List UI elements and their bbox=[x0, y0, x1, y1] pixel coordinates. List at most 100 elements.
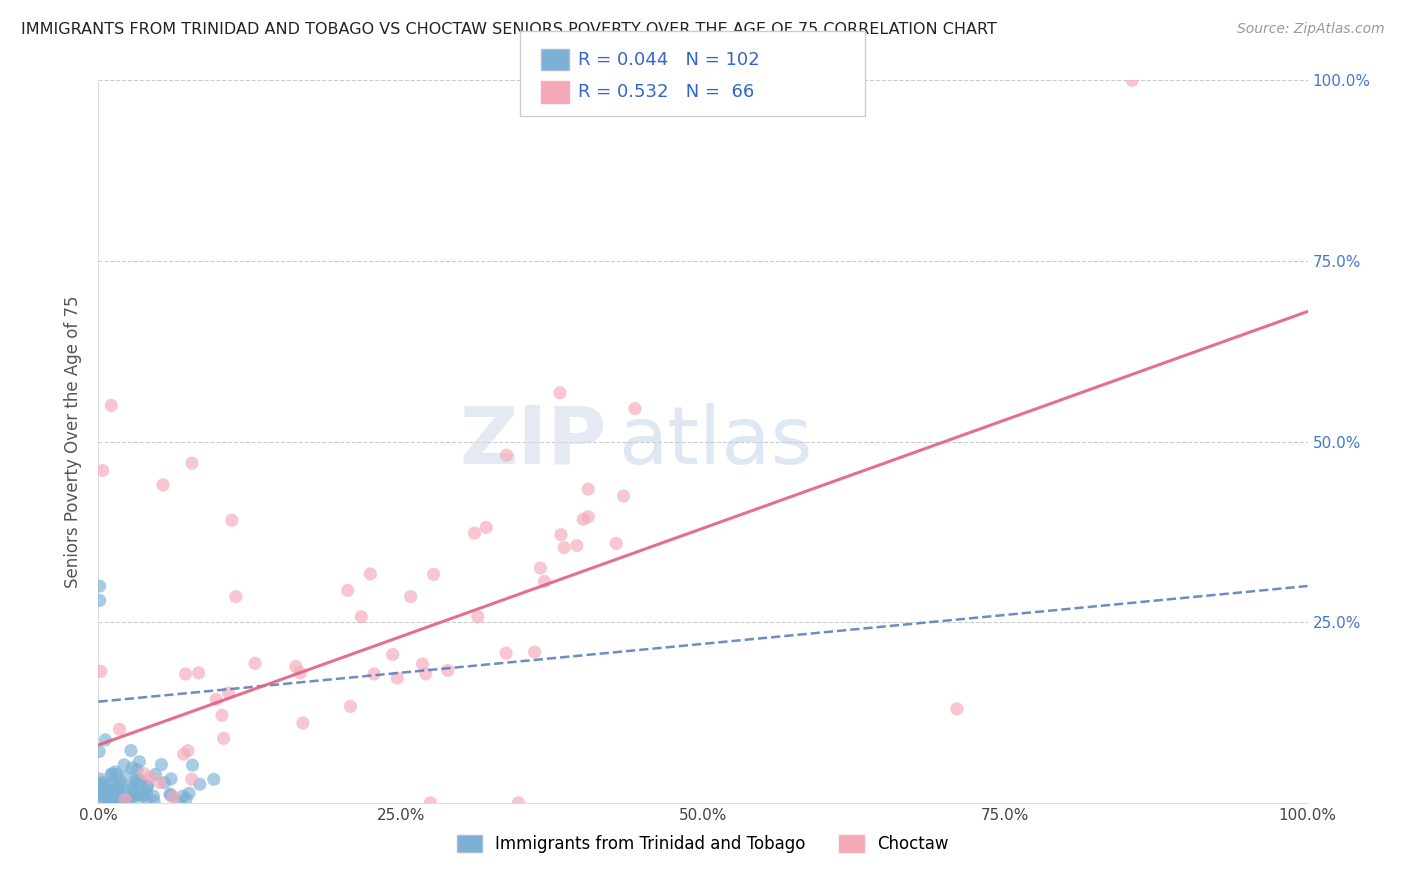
Point bbox=[91, 780, 114, 794]
Point bbox=[174, 791, 197, 805]
Point bbox=[153, 775, 176, 789]
Point bbox=[143, 794, 166, 808]
Point bbox=[495, 448, 517, 462]
Point bbox=[290, 665, 312, 680]
Point bbox=[91, 781, 114, 796]
Point bbox=[89, 787, 111, 801]
Point bbox=[128, 773, 150, 788]
Point bbox=[508, 796, 530, 810]
Point bbox=[172, 789, 194, 804]
Point bbox=[94, 732, 117, 747]
Point bbox=[104, 789, 127, 804]
Point bbox=[98, 790, 121, 805]
Text: R = 0.044   N = 102: R = 0.044 N = 102 bbox=[578, 51, 759, 69]
Point bbox=[104, 764, 127, 779]
Point bbox=[89, 579, 111, 593]
Point bbox=[105, 786, 128, 800]
Point bbox=[108, 781, 131, 796]
Point bbox=[105, 768, 128, 782]
Point bbox=[177, 744, 200, 758]
Point bbox=[169, 796, 191, 810]
Point bbox=[363, 666, 385, 681]
Point bbox=[173, 747, 195, 761]
Point bbox=[211, 708, 233, 723]
Point bbox=[107, 783, 129, 797]
Point bbox=[104, 787, 127, 801]
Point bbox=[152, 478, 174, 492]
Point bbox=[98, 789, 121, 803]
Point bbox=[463, 526, 485, 541]
Point bbox=[212, 731, 235, 746]
Point bbox=[437, 664, 460, 678]
Point bbox=[284, 659, 307, 673]
Point bbox=[339, 699, 361, 714]
Point bbox=[467, 610, 489, 624]
Point bbox=[121, 761, 143, 775]
Point bbox=[98, 794, 121, 808]
Point bbox=[118, 790, 141, 805]
Point bbox=[162, 789, 184, 804]
Point bbox=[613, 489, 636, 503]
Point bbox=[100, 767, 122, 781]
Point bbox=[125, 763, 148, 777]
Point bbox=[605, 536, 627, 550]
Point bbox=[101, 767, 124, 781]
Point bbox=[218, 686, 240, 700]
Point bbox=[111, 792, 134, 806]
Point bbox=[946, 702, 969, 716]
Point bbox=[120, 785, 142, 799]
Y-axis label: Seniors Poverty Over the Age of 75: Seniors Poverty Over the Age of 75 bbox=[65, 295, 83, 588]
Point bbox=[98, 791, 121, 805]
Point bbox=[548, 385, 571, 400]
Point bbox=[107, 779, 129, 793]
Point bbox=[104, 795, 127, 809]
Point bbox=[533, 574, 555, 589]
Point bbox=[381, 648, 404, 662]
Text: Source: ZipAtlas.com: Source: ZipAtlas.com bbox=[1237, 22, 1385, 37]
Point bbox=[180, 456, 202, 470]
Point bbox=[98, 785, 121, 799]
Point bbox=[105, 792, 128, 806]
Point bbox=[624, 401, 647, 416]
Point bbox=[132, 785, 155, 799]
Point bbox=[97, 778, 120, 792]
Point bbox=[291, 716, 314, 731]
Point bbox=[90, 795, 112, 809]
Point bbox=[107, 783, 129, 797]
Point bbox=[96, 789, 118, 803]
Point bbox=[576, 509, 599, 524]
Point bbox=[120, 743, 142, 757]
Point bbox=[108, 791, 131, 805]
Point bbox=[243, 657, 266, 671]
Point bbox=[101, 790, 124, 805]
Point bbox=[128, 755, 150, 769]
Point bbox=[135, 786, 157, 800]
Point bbox=[205, 692, 228, 706]
Point bbox=[91, 463, 114, 477]
Point bbox=[529, 561, 551, 575]
Point bbox=[225, 590, 247, 604]
Point bbox=[188, 777, 211, 791]
Point bbox=[100, 398, 122, 412]
Point bbox=[100, 785, 122, 799]
Point bbox=[387, 671, 409, 685]
Point bbox=[127, 787, 149, 801]
Text: atlas: atlas bbox=[619, 402, 813, 481]
Point bbox=[1121, 73, 1143, 87]
Point bbox=[572, 512, 595, 526]
Point bbox=[89, 783, 111, 797]
Point bbox=[159, 787, 181, 801]
Point bbox=[94, 789, 117, 804]
Point bbox=[411, 657, 433, 671]
Point bbox=[419, 796, 441, 810]
Point bbox=[100, 789, 122, 803]
Point bbox=[132, 788, 155, 802]
Point bbox=[399, 590, 422, 604]
Point bbox=[202, 772, 225, 787]
Point bbox=[111, 788, 134, 802]
Point bbox=[105, 785, 128, 799]
Point bbox=[101, 776, 124, 790]
Point bbox=[124, 790, 146, 805]
Point bbox=[145, 767, 167, 781]
Point bbox=[108, 722, 131, 736]
